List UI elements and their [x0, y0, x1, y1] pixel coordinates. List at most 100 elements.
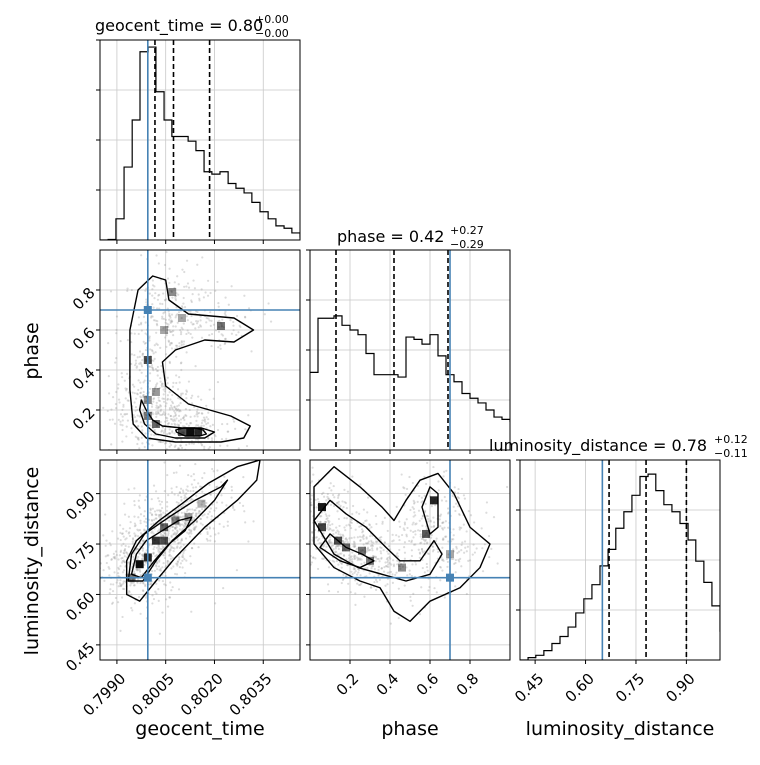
scatter-point — [181, 504, 184, 507]
scatter-point — [115, 357, 118, 360]
scatter-point — [186, 531, 189, 534]
scatter-point — [385, 591, 388, 594]
scatter-point — [362, 508, 365, 511]
scatter-point — [231, 506, 235, 509]
scatter-point — [353, 557, 356, 561]
scatter-point — [153, 387, 156, 390]
scatter-point — [418, 551, 422, 554]
scatter-point — [181, 425, 184, 428]
scatter-point — [123, 502, 126, 505]
panel-2d-luminosity_distance_vs_geocent_time — [96, 459, 301, 664]
scatter-point — [184, 408, 188, 411]
scatter-point — [176, 560, 180, 563]
scatter-point — [140, 254, 143, 257]
scatter-point — [188, 528, 191, 531]
scatter-point — [244, 428, 247, 431]
scatter-point — [181, 559, 184, 562]
scatter-point — [398, 565, 402, 568]
scatter-point — [348, 554, 351, 557]
scatter-point — [169, 342, 172, 345]
scatter-point — [104, 513, 107, 516]
scatter-point — [352, 567, 356, 571]
scatter-point — [206, 421, 210, 425]
scatter-point — [198, 297, 201, 300]
scatter-point — [190, 402, 194, 405]
scatter-point — [132, 584, 136, 587]
scatter-point — [167, 325, 170, 329]
scatter-point — [439, 515, 442, 518]
scatter-point — [427, 552, 430, 556]
scatter-point — [122, 403, 125, 407]
scatter-point — [370, 567, 373, 570]
scatter-point — [137, 379, 140, 382]
scatter-point — [166, 376, 169, 379]
scatter-point — [171, 525, 174, 528]
scatter-point — [125, 537, 128, 540]
scatter-point — [137, 316, 140, 319]
scatter-point — [298, 522, 300, 524]
scatter-point — [181, 489, 185, 492]
scatter-point — [170, 289, 173, 293]
scatter-point — [148, 339, 151, 342]
scatter-point — [353, 566, 356, 569]
scatter-point — [187, 380, 191, 383]
scatter-point — [126, 339, 130, 342]
scatter-point — [159, 440, 162, 443]
scatter-point — [124, 580, 127, 583]
scatter-point — [135, 419, 138, 422]
scatter-point — [138, 494, 141, 497]
scatter-point — [178, 491, 181, 494]
scatter-point — [179, 505, 183, 508]
scatter-point — [275, 525, 277, 527]
scatter-point — [167, 310, 170, 313]
scatter-point — [119, 565, 122, 568]
scatter-point — [153, 434, 156, 437]
title-luminosity-distance-sub: −0.11 — [714, 447, 748, 460]
scatter-point — [340, 552, 343, 555]
scatter-point — [160, 413, 164, 417]
scatter-point — [414, 514, 417, 517]
scatter-point — [120, 544, 123, 547]
scatter-point — [124, 565, 127, 568]
density-cell-phase_vs_geocent_time-3 — [151, 420, 160, 428]
scatter-point — [174, 414, 177, 417]
scatter-point — [214, 434, 217, 438]
scatter-point — [200, 288, 203, 291]
scatter-point — [457, 558, 460, 561]
scatter-point — [364, 519, 367, 523]
scatter-point — [151, 413, 154, 416]
scatter-point — [155, 451, 157, 453]
scatter-point — [151, 303, 154, 306]
scatter-point — [117, 398, 121, 401]
xtick-label-luminosity_distance-2: 0.75 — [612, 670, 648, 706]
scatter-point — [175, 485, 178, 489]
scatter-point — [158, 307, 161, 310]
scatter-point — [454, 509, 457, 513]
scatter-point — [446, 512, 450, 515]
scatter-point — [185, 351, 188, 354]
scatter-point — [371, 544, 374, 548]
scatter-point — [178, 491, 182, 494]
scatter-point — [115, 315, 119, 318]
scatter-point — [168, 519, 171, 522]
scatter-point — [162, 554, 166, 557]
scatter-point — [154, 368, 158, 371]
scatter-point — [353, 543, 356, 546]
scatter-point — [490, 547, 493, 550]
scatter-point — [168, 548, 171, 551]
scatter-point — [137, 438, 140, 441]
scatter-point — [349, 524, 352, 527]
scatter-point — [211, 467, 214, 471]
scatter-point — [327, 540, 331, 543]
scatter-point — [203, 445, 206, 448]
scatter-point — [173, 531, 176, 534]
scatter-point — [136, 581, 139, 584]
scatter-point — [337, 496, 340, 499]
scatter-point — [159, 405, 162, 408]
scatter-point — [198, 299, 201, 302]
scatter-point — [138, 447, 141, 450]
scatter-point — [349, 521, 352, 524]
scatter-point — [452, 548, 455, 551]
scatter-point — [190, 475, 193, 478]
scatter-point — [403, 561, 406, 564]
